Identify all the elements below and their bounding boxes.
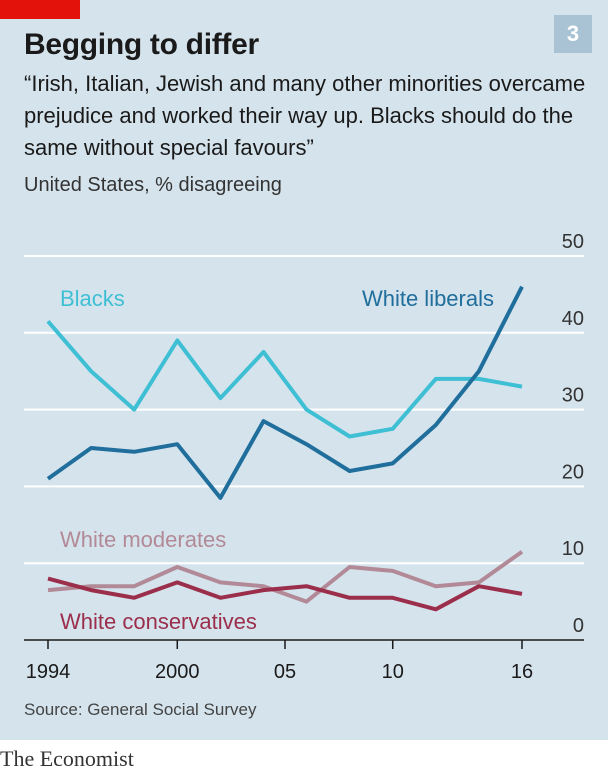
- x-tick-label: 16: [511, 661, 533, 683]
- chart-panel: 3 Begging to differ “Irish, Italian, Jew…: [0, 0, 608, 740]
- series-label-white-liberals: White liberals: [362, 286, 494, 311]
- x-tick-label: 10: [382, 661, 404, 683]
- chart-number-badge: 3: [554, 15, 592, 53]
- series-lines: [46, 285, 524, 612]
- x-tick-label: 2000: [155, 661, 200, 683]
- x-tick-label: 1994: [26, 661, 71, 683]
- line-chart: 0 10 20 30 40 50 1994 2000 05 10 16 Blacks White l…: [24, 231, 584, 683]
- x-tick-label: 05: [274, 661, 296, 683]
- y-tick-label: 40: [562, 308, 584, 330]
- series-label-white-moderates: White moderates: [60, 527, 226, 552]
- chart-title: Begging to differ: [24, 28, 259, 61]
- y-tick-label: 0: [573, 615, 584, 637]
- unit-label: United States, % disagreeing: [24, 174, 282, 196]
- y-tick-label: 20: [562, 461, 584, 483]
- series-label-white-conservatives: White conservatives: [60, 609, 257, 634]
- series-labels: Blacks White liberals White moderates White…: [60, 286, 494, 634]
- x-axis: 1994 2000 05 10 16: [24, 639, 584, 683]
- source-note: Source: General Social Survey: [24, 700, 257, 719]
- series-line-white-liberals: [46, 285, 524, 500]
- y-tick-labels: 0 10 20 30 40 50: [562, 231, 584, 637]
- series-line-white-moderates: [47, 550, 524, 604]
- y-tick-label: 10: [562, 538, 584, 560]
- y-tick-label: 50: [562, 231, 584, 253]
- series-line-blacks: [46, 319, 523, 439]
- chart-subtitle: “Irish, Italian, Jewish and many other m…: [24, 71, 586, 160]
- grid-lines: [24, 255, 584, 565]
- y-tick-label: 30: [562, 385, 584, 407]
- brand-red-tag: [0, 0, 80, 19]
- series-label-blacks: Blacks: [60, 286, 125, 311]
- brand-wordmark: The Economist: [0, 746, 134, 771]
- series-line-white-conservatives: [47, 576, 523, 612]
